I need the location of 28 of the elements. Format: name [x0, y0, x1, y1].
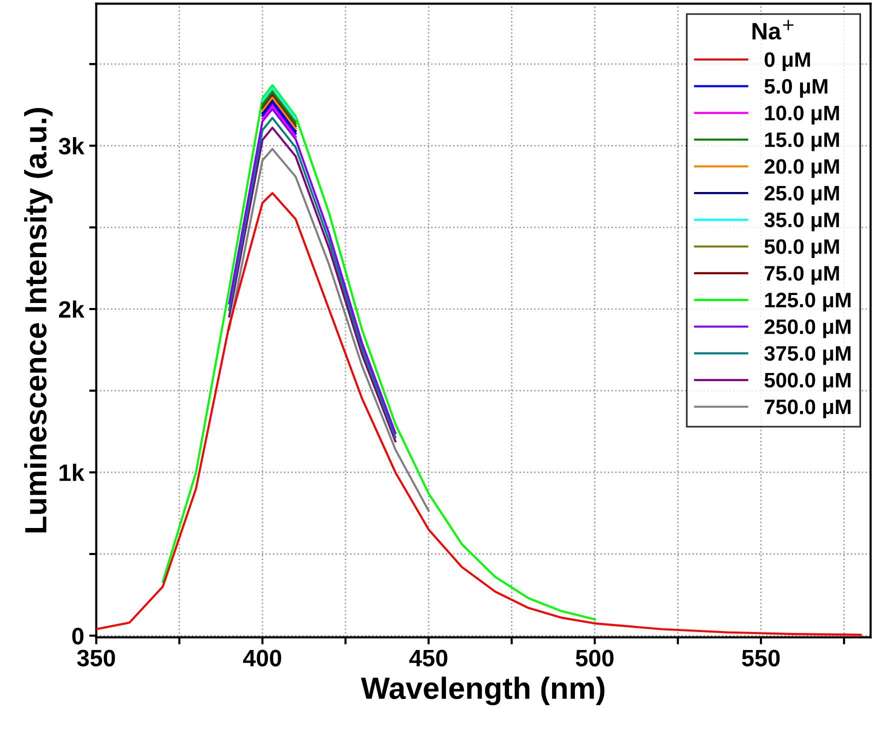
legend-label: 75.0 μM — [764, 266, 839, 285]
legend-label: 250.0 μM — [764, 319, 850, 338]
line-series — [162, 84, 596, 620]
legend-label: 25.0 μM — [764, 186, 839, 205]
legend-label: 0 μM — [764, 52, 810, 72]
line-series — [228, 148, 430, 512]
legend-title: Na$^{+}$ — [752, 20, 794, 40]
y-tick-label: 0 — [72, 628, 84, 644]
legend-label: 5.0 μM — [764, 78, 828, 98]
y-tick-label: 2k — [59, 300, 84, 318]
legend-label: 50.0 μM — [764, 239, 839, 258]
legend-label: 375.0 μM — [764, 346, 850, 365]
legend-label: 35.0 μM — [764, 212, 839, 232]
y-tick-label: 3k — [58, 137, 84, 155]
x-tick-label: 450 — [409, 650, 448, 666]
x-tick-label: 500 — [576, 650, 614, 666]
x-tick-label: 400 — [243, 650, 282, 666]
x-tick-label: 350 — [77, 650, 115, 666]
legend-label: 10.0 μM — [765, 106, 839, 124]
legend-label: 125.0 μM — [765, 292, 850, 312]
legend-label: 15.0 μM — [765, 132, 839, 152]
x-tick-label: 550 — [742, 650, 780, 666]
x-axis-title: Wavelength (nm) — [360, 676, 604, 706]
legend-label: 750.0 μM — [764, 400, 850, 418]
y-tick-label: 1k — [60, 464, 84, 481]
y-axis-title: Luminescence Intensity (a.u.) — [24, 108, 53, 532]
legend-label: 500.0 μM — [764, 372, 850, 392]
legend-label: 20.0 μM — [764, 159, 839, 178]
